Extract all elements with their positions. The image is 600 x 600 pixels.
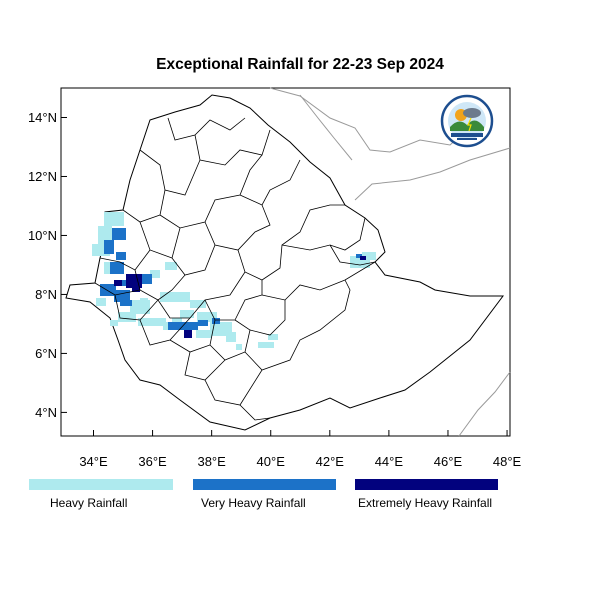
lat-tick-label: 10°N bbox=[28, 228, 57, 243]
neighbor-borders bbox=[269, 87, 511, 437]
lon-tick-label: 48°E bbox=[493, 454, 522, 469]
rainfall-cell bbox=[165, 262, 177, 270]
rainfall-cell bbox=[184, 322, 198, 330]
lon-tick-label: 36°E bbox=[138, 454, 167, 469]
rainfall-cell bbox=[190, 300, 206, 308]
rainfall-cell bbox=[197, 312, 217, 322]
rainfall-cell bbox=[150, 270, 160, 278]
longitude-ticks: 34°E 36°E 38°E 40°E 42°E 44°E 46°E 48°E bbox=[79, 430, 522, 469]
lat-tick-label: 8°N bbox=[35, 287, 57, 302]
rainfall-cell bbox=[160, 292, 190, 302]
lat-tick-label: 14°N bbox=[28, 110, 57, 125]
rainfall-cell bbox=[196, 330, 212, 338]
rainfall-cell bbox=[172, 318, 182, 324]
lat-tick-label: 12°N bbox=[28, 169, 57, 184]
rainfall-cell bbox=[212, 318, 220, 324]
rainfall-cell bbox=[138, 318, 150, 326]
rainfall-cell bbox=[118, 280, 128, 286]
rainfall-cells bbox=[92, 212, 376, 350]
rainfall-cell bbox=[140, 298, 148, 304]
legend-heavy-label: Heavy Rainfall bbox=[50, 496, 128, 510]
rainfall-cell bbox=[140, 274, 152, 284]
rainfall-cell bbox=[360, 256, 366, 260]
rainfall-cell bbox=[150, 318, 166, 326]
meteorology-institute-logo-icon bbox=[440, 94, 494, 148]
legend-extremely-heavy-label: Extremely Heavy Rainfall bbox=[358, 496, 493, 510]
rainfall-cell bbox=[180, 310, 194, 318]
map-frame bbox=[60, 87, 511, 437]
rainfall-cell bbox=[236, 344, 242, 350]
rainfall-cell bbox=[120, 300, 132, 306]
rainfall-cell bbox=[198, 320, 208, 326]
lon-tick-label: 46°E bbox=[434, 454, 463, 469]
legend-very-heavy-label: Very Heavy Rainfall bbox=[201, 496, 306, 510]
rainfall-cell bbox=[126, 274, 142, 288]
lon-tick-label: 38°E bbox=[197, 454, 226, 469]
rainfall-cell bbox=[96, 298, 106, 306]
country-outline bbox=[65, 94, 504, 431]
rainfall-cell bbox=[116, 252, 126, 260]
lon-tick-label: 34°E bbox=[79, 454, 108, 469]
rainfall-cell bbox=[268, 334, 278, 340]
rainfall-cell bbox=[110, 262, 124, 274]
rainfall-cell bbox=[176, 296, 186, 302]
latitude-ticks: 14°N 12°N 10°N 8°N 6°N 4°N bbox=[28, 110, 67, 420]
lon-tick-label: 42°E bbox=[316, 454, 345, 469]
rainfall-cell bbox=[104, 212, 124, 226]
rainfall-cell bbox=[226, 332, 236, 342]
rainfall-cell bbox=[110, 320, 118, 326]
lon-tick-label: 44°E bbox=[375, 454, 404, 469]
rainfall-cell bbox=[362, 252, 376, 260]
admin-boundaries bbox=[94, 117, 376, 421]
lat-tick-label: 6°N bbox=[35, 346, 57, 361]
rainfall-cell bbox=[184, 330, 192, 338]
rainfall-cell bbox=[168, 322, 184, 330]
rainfall-cell bbox=[132, 288, 140, 292]
rainfall-cell bbox=[356, 254, 362, 258]
legend-very-heavy-swatch bbox=[193, 479, 336, 490]
rainfall-cell bbox=[258, 342, 274, 348]
rainfall-cell bbox=[118, 312, 136, 322]
lon-tick-label: 40°E bbox=[257, 454, 286, 469]
rainfall-cell bbox=[98, 226, 112, 244]
map-title: Exceptional Rainfall for 22-23 Sep 2024 bbox=[156, 56, 444, 73]
rainfall-cell bbox=[112, 228, 126, 240]
legend-heavy-swatch bbox=[29, 479, 173, 490]
rainfall-cell bbox=[104, 240, 114, 254]
lat-tick-label: 4°N bbox=[35, 405, 57, 420]
rainfall-cell bbox=[114, 280, 122, 286]
legend-extremely-heavy-swatch bbox=[355, 479, 498, 490]
